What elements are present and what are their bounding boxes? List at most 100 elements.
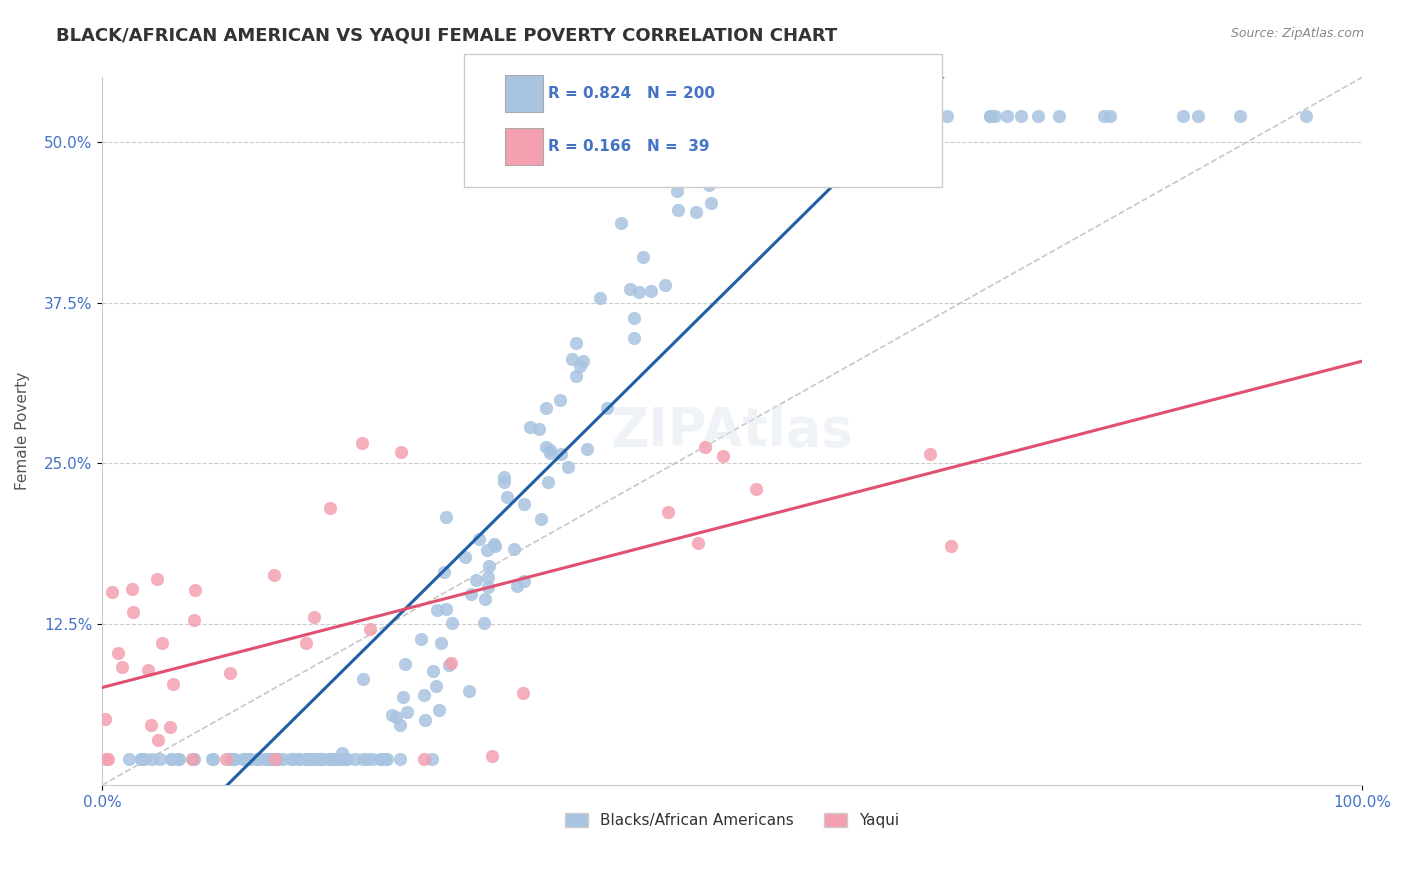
Point — [855, 109, 877, 123]
Point — [93, 712, 115, 726]
Point — [297, 752, 319, 766]
Point — [454, 550, 477, 565]
Point — [494, 470, 516, 484]
Point — [815, 109, 838, 123]
Point — [434, 602, 457, 616]
Point — [352, 672, 374, 686]
Point — [1099, 109, 1122, 123]
Point — [97, 752, 120, 766]
Point — [472, 616, 495, 631]
Point — [141, 752, 163, 766]
Point — [295, 636, 318, 650]
Point — [873, 109, 896, 123]
Point — [368, 752, 391, 766]
Point — [160, 752, 183, 766]
Point — [259, 752, 281, 766]
Point — [817, 109, 839, 123]
Point — [799, 109, 821, 123]
Point — [267, 752, 290, 766]
Point — [381, 708, 404, 723]
Point — [295, 752, 318, 766]
Point — [979, 109, 1001, 123]
Point — [322, 752, 344, 766]
Point — [302, 752, 325, 766]
Point — [146, 732, 169, 747]
Point — [496, 490, 519, 504]
Point — [796, 109, 818, 123]
Point — [359, 622, 381, 636]
Point — [318, 752, 340, 766]
Point — [264, 752, 287, 766]
Point — [697, 109, 720, 123]
Point — [747, 109, 769, 123]
Point — [697, 178, 720, 193]
Point — [239, 752, 262, 766]
Point — [893, 109, 915, 123]
Point — [529, 512, 551, 526]
Point — [492, 475, 515, 489]
Point — [686, 536, 709, 550]
Point — [1047, 109, 1070, 123]
Text: ZIPAtlas: ZIPAtlas — [610, 405, 853, 458]
Point — [561, 351, 583, 366]
Point — [394, 657, 416, 671]
Point — [374, 752, 396, 766]
Point — [693, 440, 716, 454]
Point — [388, 718, 411, 732]
Point — [433, 565, 456, 579]
Point — [420, 752, 443, 766]
Point — [538, 442, 561, 457]
Text: Source: ZipAtlas.com: Source: ZipAtlas.com — [1230, 27, 1364, 40]
Point — [263, 752, 285, 766]
Point — [527, 422, 550, 436]
Point — [134, 752, 156, 766]
Point — [728, 109, 751, 123]
Point — [481, 749, 503, 764]
Text: BLACK/AFRICAN AMERICAN VS YAQUI FEMALE POVERTY CORRELATION CHART: BLACK/AFRICAN AMERICAN VS YAQUI FEMALE P… — [56, 27, 838, 45]
Point — [202, 752, 225, 766]
Point — [984, 109, 1007, 123]
Point — [181, 752, 204, 766]
Point — [468, 532, 491, 546]
Point — [264, 752, 287, 766]
Point — [183, 613, 205, 627]
Point — [219, 752, 242, 766]
Point — [724, 109, 747, 123]
Point — [425, 679, 447, 693]
Point — [745, 482, 768, 496]
Point — [477, 558, 499, 573]
Point — [122, 605, 145, 619]
Point — [224, 752, 246, 766]
Point — [475, 543, 498, 558]
Point — [413, 713, 436, 727]
Point — [711, 449, 734, 463]
Point — [534, 441, 557, 455]
Point — [389, 752, 412, 766]
Point — [512, 686, 534, 700]
Point — [150, 636, 173, 650]
Point — [828, 109, 851, 123]
Point — [129, 752, 152, 766]
Point — [484, 539, 506, 553]
Point — [246, 752, 269, 766]
Point — [730, 109, 752, 123]
Point — [254, 752, 277, 766]
Point — [513, 497, 536, 511]
Point — [427, 703, 450, 717]
Point — [273, 752, 295, 766]
Point — [253, 752, 276, 766]
Point — [681, 112, 703, 127]
Point — [266, 752, 288, 766]
Point — [537, 475, 560, 489]
Point — [426, 603, 449, 617]
Point — [568, 359, 591, 373]
Point — [308, 752, 330, 766]
Point — [979, 109, 1001, 123]
Point — [631, 250, 654, 264]
Point — [731, 136, 754, 150]
Point — [1026, 109, 1049, 123]
Point — [596, 401, 619, 415]
Point — [707, 145, 730, 160]
Point — [1187, 109, 1209, 123]
Point — [513, 574, 536, 588]
